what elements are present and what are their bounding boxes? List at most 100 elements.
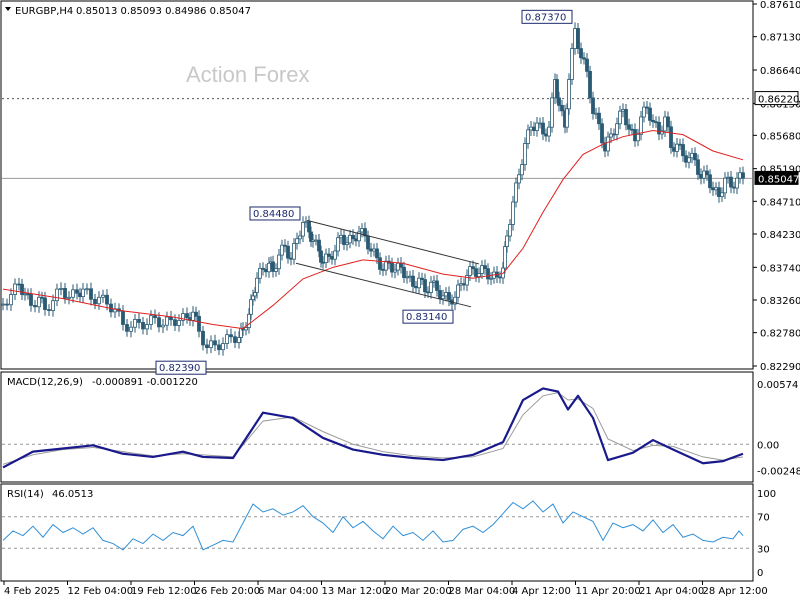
candle-body [354, 238, 358, 242]
candle-body [20, 283, 24, 295]
time-tick-label: 28 Mar 04:00 [449, 586, 516, 597]
candle-body [390, 262, 394, 273]
candle-body [244, 327, 248, 331]
candle-body [59, 288, 63, 290]
price-annotation-label: 0.87370 [525, 12, 566, 23]
candle-body [567, 79, 571, 110]
macd-main-line [2, 387, 744, 469]
time-tick-label: 28 Apr 12:00 [703, 586, 768, 597]
dropdown-triangle-icon[interactable] [5, 7, 11, 11]
candle-body [459, 283, 463, 286]
candle-body [544, 133, 548, 137]
candle-body [185, 313, 189, 319]
price-annotation-box [155, 360, 207, 375]
candle-body [330, 256, 334, 260]
candle-body [17, 283, 21, 286]
candle-body [630, 128, 634, 131]
candle-body [690, 152, 694, 159]
candle-body [711, 187, 715, 191]
candle-body [520, 164, 524, 176]
candle-body [535, 122, 539, 131]
price-tick-label: 0.84710 [760, 197, 800, 208]
candle-body [636, 133, 640, 142]
candle-body [393, 269, 397, 273]
macd-tick-label: 0.00 [757, 440, 779, 451]
candle-body [498, 276, 502, 279]
candle-body [345, 242, 349, 245]
price-header: EURGBP,H4 0.85013 0.85093 0.84986 0.8504… [5, 6, 251, 17]
candle-body [339, 234, 343, 239]
candle-body [298, 235, 302, 240]
candle-body [201, 330, 205, 346]
time-tick-label: 11 Apr 20:00 [576, 586, 641, 597]
price-annotation-box [249, 206, 301, 221]
candle-body [336, 237, 340, 252]
candle-body [71, 289, 75, 298]
candle-body [280, 244, 284, 256]
candle-body [342, 234, 346, 245]
price-tick-label: 0.87130 [760, 33, 800, 44]
candle-body [295, 238, 299, 244]
candle-body [75, 289, 79, 294]
candle-body [526, 129, 530, 144]
candle-body [351, 234, 355, 240]
candle-body [277, 254, 281, 270]
candle-body [197, 315, 201, 332]
candle-body [173, 319, 177, 326]
candle-body [381, 268, 385, 271]
candle-body [732, 186, 736, 189]
candle-body [505, 235, 509, 247]
channel-lower-line [295, 262, 472, 308]
candle-body [40, 296, 44, 299]
candle-body [366, 235, 370, 250]
candle-body [26, 293, 30, 296]
candle-body [375, 248, 379, 259]
candle-body [399, 262, 403, 268]
candle-body [639, 116, 643, 135]
candle-body [137, 318, 141, 323]
candle-body [699, 174, 703, 179]
time-tick-label: 4 Apr 12:00 [512, 586, 571, 597]
candle-body [169, 316, 173, 321]
candle-body [624, 109, 628, 126]
candle-body [609, 133, 613, 138]
candle-body [708, 174, 712, 189]
macd-tick-label: 0.00574 [757, 380, 798, 391]
price-annotation-label: 0.82390 [159, 363, 200, 374]
candle-body [465, 275, 469, 286]
candle-body [405, 276, 409, 279]
candle-body [550, 97, 554, 128]
candle-body [576, 28, 580, 49]
candle-body [426, 291, 430, 294]
candle-body [311, 239, 315, 242]
candle-body [67, 296, 71, 299]
candle-body [618, 110, 622, 125]
candle-body [55, 288, 59, 302]
candle-body [687, 157, 691, 163]
channel-upper-line [306, 219, 480, 265]
candle-body [319, 250, 323, 263]
candle-body [229, 334, 233, 338]
candle-body [438, 290, 442, 300]
candle-body [384, 260, 388, 271]
candle-body [600, 123, 604, 144]
time-tick-label: 21 Apr 04:00 [639, 586, 704, 597]
macd-tick-label: -0.002485 [757, 466, 800, 477]
candle-body [681, 144, 685, 157]
candle-body [729, 176, 733, 188]
candle-body [129, 326, 133, 332]
candle-body [289, 257, 293, 260]
axis-layer: 0.876100.871300.866400.861500.856800.851… [3, 0, 800, 597]
candle-body [547, 126, 551, 137]
candle-body [738, 172, 742, 179]
candle-body [627, 124, 631, 130]
candle-body [133, 318, 137, 328]
candle-body [435, 280, 439, 291]
candle-body [741, 172, 745, 179]
candle-body [612, 133, 616, 136]
candle-body [423, 279, 427, 293]
candle-body [456, 284, 460, 298]
candle-body [588, 70, 592, 99]
candle-body [360, 228, 364, 233]
